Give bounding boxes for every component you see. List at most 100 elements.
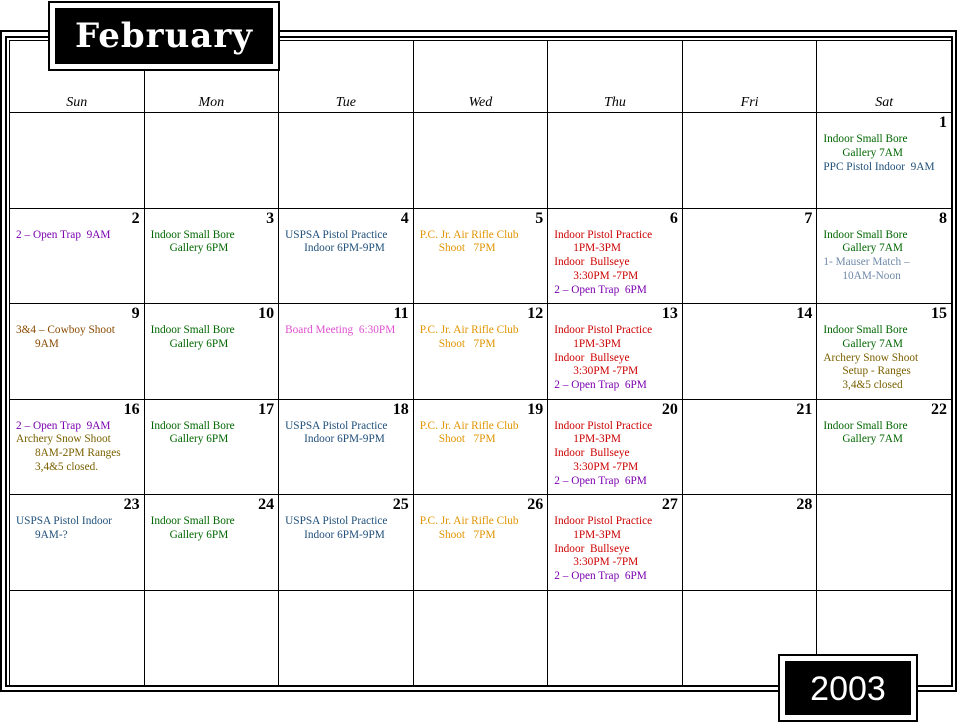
- calendar-outer-frame: [0, 30, 957, 692]
- day-cell[interactable]: 3 Indoor Small Bore Gallery 6PM: [143, 207, 280, 304]
- weekday-header: Fri: [681, 40, 818, 113]
- day-events: P.C. Jr. Air Rifle Club Shoot 7PM: [420, 229, 546, 257]
- day-cell[interactable]: [9, 589, 145, 686]
- event-line: Indoor Pistol Practice: [554, 324, 653, 336]
- day-number: 20: [661, 400, 678, 418]
- day-cell[interactable]: [278, 589, 414, 686]
- day-cell[interactable]: 10 Indoor Small Bore Gallery 6PM: [143, 303, 280, 400]
- event-line: 3:30PM -7PM: [573, 269, 639, 282]
- event-line: Indoor Bullseye: [554, 542, 630, 555]
- event-line: Indoor 6PM-9PM: [304, 528, 385, 541]
- day-cell[interactable]: 20 Indoor Pistol Practice 1PM-3PM Indoor Bu…: [547, 398, 683, 495]
- day-cell[interactable]: 6 Indoor Pistol Practice 1PM-3PM Indoor Bul…: [547, 207, 683, 304]
- day-cell[interactable]: [412, 112, 549, 209]
- day-number: 9: [131, 305, 140, 322]
- day-cell[interactable]: [143, 589, 280, 686]
- day-cell[interactable]: 1 Indoor Small Bore Gallery 7AM PPC Pistol …: [816, 112, 952, 209]
- day-cell[interactable]: [547, 589, 683, 686]
- event-line: Setup - Ranges: [842, 365, 911, 378]
- day-events: Indoor Pistol Practice 1PM-3PM Indoor Bull…: [554, 324, 680, 393]
- day-cell[interactable]: 11 Board Meeting 6:30PM: [278, 303, 414, 400]
- event-line: Indoor Pistol Practice: [554, 228, 653, 241]
- day-cell[interactable]: 21: [681, 398, 818, 495]
- month-title: February: [55, 8, 273, 64]
- day-cell[interactable]: 7: [681, 207, 818, 304]
- day-number: 17: [258, 400, 275, 418]
- day-cell[interactable]: [143, 112, 280, 209]
- day-cell[interactable]: [547, 112, 683, 209]
- event-line: Gallery 7AM: [842, 242, 903, 255]
- day-events: Indoor Pistol Practice 1PM-3PM Indoor Bull…: [554, 229, 680, 298]
- day-cell[interactable]: 12 P.C. Jr. Air Rifle Club Shoot 7PM: [412, 303, 549, 400]
- day-events: Indoor Small Bore Gallery 6PM: [151, 229, 277, 257]
- day-cell[interactable]: 16 2 – Open Trap 9AM Archery Snow Shoot 8AM…: [9, 398, 145, 495]
- day-events: 2 – Open Trap 9AM: [16, 229, 142, 243]
- day-cell[interactable]: [9, 112, 145, 209]
- day-cell[interactable]: 2 2 – Open Trap 9AM: [9, 207, 145, 304]
- day-number: 10: [258, 305, 275, 322]
- event-line: 2 – Open Trap 9AM: [16, 419, 111, 432]
- event-line: P.C. Jr. Air Rifle Club: [419, 324, 519, 336]
- day-number: 28: [796, 496, 813, 513]
- event-line: Indoor Small Bore: [150, 228, 235, 241]
- weekday-header: Sat: [816, 40, 952, 113]
- event-line: Indoor Bullseye: [554, 351, 630, 364]
- day-cell[interactable]: [816, 494, 952, 591]
- day-cell[interactable]: 24 Indoor Small Bore Gallery 6PM: [143, 494, 280, 591]
- day-number: 21: [796, 400, 813, 418]
- event-line: Shoot 7PM: [438, 337, 496, 350]
- day-cell[interactable]: [412, 589, 549, 686]
- day-cell[interactable]: 15 Indoor Small Bore Gallery 7AM Archery Sn…: [816, 303, 952, 400]
- day-events: P.C. Jr. Air Rifle Club Shoot 7PM: [420, 420, 546, 448]
- event-line: Gallery 6PM: [169, 242, 229, 255]
- event-line: 3:30PM -7PM: [573, 365, 639, 378]
- day-events: 2 – Open Trap 9AM Archery Snow Shoot 8AM-2…: [16, 420, 142, 475]
- day-cell[interactable]: 8 Indoor Small Bore Gallery 7AM 1- Mauser M…: [816, 207, 952, 304]
- day-cell[interactable]: [278, 112, 414, 209]
- day-number: 4: [400, 209, 409, 227]
- event-line: Indoor Small Bore: [823, 419, 908, 432]
- day-cell[interactable]: 26 P.C. Jr. Air Rifle Club Shoot 7PM: [412, 494, 549, 591]
- event-line: Indoor Bullseye: [554, 447, 630, 460]
- event-line: 2 – Open Trap 6PM: [554, 570, 647, 583]
- day-cell[interactable]: 19 P.C. Jr. Air Rifle Club Shoot 7PM: [412, 398, 549, 495]
- day-cell[interactable]: 9 3&4 – Cowboy Shoot 9AM: [9, 303, 145, 400]
- day-events: Indoor Small Bore Gallery 7AM PPC Pistol I…: [823, 133, 949, 174]
- day-number: 8: [939, 209, 947, 227]
- day-cell[interactable]: 13 Indoor Pistol Practice 1PM-3PM Indoor Bu…: [547, 303, 683, 400]
- event-line: 2 – Open Trap 6PM: [554, 474, 647, 487]
- weekday-header: Tue: [278, 40, 414, 113]
- day-cell[interactable]: 25 USPSA Pistol Practice Indoor 6PM-9PM: [278, 494, 414, 591]
- event-line: 3:30PM -7PM: [573, 460, 639, 473]
- day-number: 2: [131, 209, 140, 227]
- day-number: 25: [392, 496, 409, 513]
- day-cell[interactable]: 4 USPSA Pistol Practice Indoor 6PM-9PM: [278, 207, 414, 304]
- day-cell[interactable]: 23 USPSA Pistol Indoor 9AM-?: [9, 494, 145, 591]
- event-line: Shoot 7PM: [438, 433, 496, 446]
- weekday-header: Wed: [412, 40, 549, 113]
- event-line: Indoor Small Bore: [823, 324, 908, 336]
- day-cell[interactable]: 27 Indoor Pistol Practice 1PM-3PM Indoor Bu…: [547, 494, 683, 591]
- day-events: Indoor Small Bore Gallery 6PM: [151, 420, 277, 448]
- day-cell[interactable]: 28: [681, 494, 818, 591]
- day-number: 24: [258, 496, 275, 513]
- event-line: 3,4&5 closed.: [35, 460, 99, 473]
- event-line: Indoor Small Bore: [150, 419, 235, 432]
- week-row: 1 Indoor Small Bore Gallery 7AM PPC Pistol …: [9, 112, 952, 209]
- day-cell[interactable]: [681, 112, 818, 209]
- event-line: Gallery 6PM: [169, 433, 229, 446]
- day-number: 23: [123, 496, 140, 513]
- day-number: 27: [661, 496, 678, 513]
- day-cell[interactable]: 22 Indoor Small Bore Gallery 7AM: [816, 398, 952, 495]
- day-events: Indoor Small Bore Gallery 7AM: [823, 420, 949, 448]
- day-number: 18: [392, 400, 409, 418]
- event-line: USPSA Pistol Practice: [285, 228, 388, 241]
- day-cell[interactable]: 18 USPSA Pistol Practice Indoor 6PM-9PM: [278, 398, 414, 495]
- day-number: 1: [939, 114, 947, 131]
- day-cell[interactable]: 14: [681, 303, 818, 400]
- day-cell[interactable]: 17 Indoor Small Bore Gallery 6PM: [143, 398, 280, 495]
- week-row: 16 2 – Open Trap 9AM Archery Snow Shoot 8AM…: [9, 398, 952, 495]
- day-cell[interactable]: 5 P.C. Jr. Air Rifle Club Shoot 7PM: [412, 207, 549, 304]
- event-line: Gallery 6PM: [169, 337, 229, 350]
- event-line: PPC Pistol Indoor 9AM: [823, 160, 935, 173]
